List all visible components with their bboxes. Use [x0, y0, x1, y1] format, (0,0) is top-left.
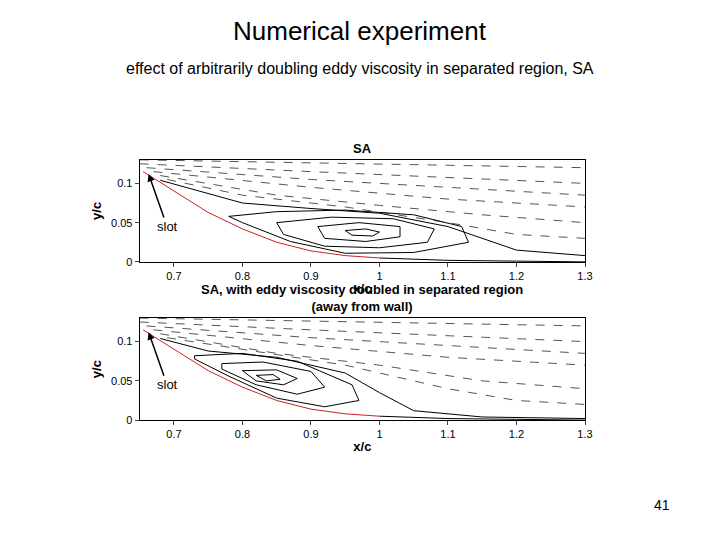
- svg-text:0.7: 0.7: [166, 428, 181, 440]
- svg-text:0.8: 0.8: [235, 270, 250, 282]
- svg-text:0.7: 0.7: [166, 270, 181, 282]
- svg-text:effect of arbitrarily doubling: effect of arbitrarily doubling eddy visc…: [126, 60, 594, 77]
- svg-text:1.1: 1.1: [440, 270, 455, 282]
- svg-text:1.2: 1.2: [509, 428, 524, 440]
- svg-text:Numerical experiment: Numerical experiment: [233, 16, 487, 46]
- svg-text:0: 0: [126, 256, 132, 268]
- svg-text:0.1: 0.1: [117, 335, 132, 347]
- svg-text:x/c: x/c: [353, 439, 371, 454]
- svg-text:y/c: y/c: [89, 360, 104, 378]
- svg-text:slot: slot: [157, 219, 178, 234]
- svg-text:SA: SA: [353, 141, 372, 156]
- svg-text:1.2: 1.2: [509, 270, 524, 282]
- svg-text:1.3: 1.3: [577, 270, 592, 282]
- svg-text:1: 1: [376, 428, 382, 440]
- svg-text:slot: slot: [157, 377, 178, 392]
- svg-text:0: 0: [126, 414, 132, 426]
- svg-text:1.3: 1.3: [577, 428, 592, 440]
- svg-text:0.8: 0.8: [235, 428, 250, 440]
- svg-text:1: 1: [376, 270, 382, 282]
- svg-text:0.9: 0.9: [303, 428, 318, 440]
- svg-text:1.1: 1.1: [440, 428, 455, 440]
- svg-text:0.05: 0.05: [111, 217, 132, 229]
- svg-text:0.1: 0.1: [117, 177, 132, 189]
- svg-text:y/c: y/c: [89, 202, 104, 220]
- svg-text:x/c: x/c: [353, 281, 371, 296]
- svg-text:41: 41: [654, 497, 670, 513]
- svg-text:SA, with eddy viscosity double: SA, with eddy viscosity doubled in separ…: [201, 282, 523, 314]
- svg-text:0.05: 0.05: [111, 375, 132, 387]
- svg-text:0.9: 0.9: [303, 270, 318, 282]
